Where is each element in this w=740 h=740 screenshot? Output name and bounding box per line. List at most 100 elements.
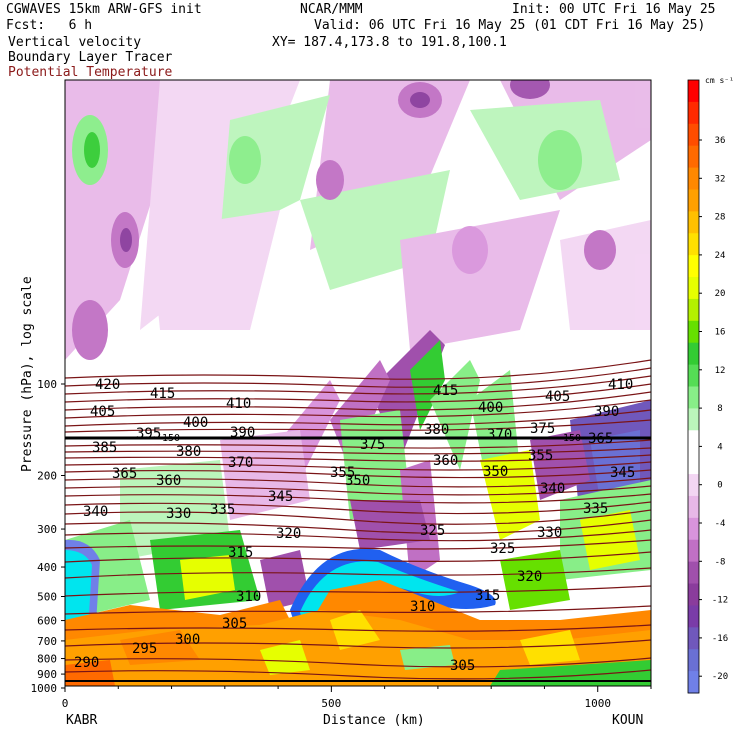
colorbar-swatch (688, 364, 699, 387)
colorbar-swatch (688, 627, 699, 650)
theta-label: 320 (276, 526, 301, 542)
colorbar-swatch (688, 430, 699, 453)
colorbar-swatch (688, 539, 699, 563)
x-tick-label: 1000 (584, 697, 611, 710)
colorbar-label: 28 (715, 213, 726, 223)
y-tick-label: 400 (37, 561, 57, 574)
colorbar-label: -12 (712, 596, 728, 606)
theta-label: 410 (226, 396, 251, 412)
colorbar-label: -4 (715, 519, 726, 529)
x-axis-label: Distance (km) (323, 713, 425, 728)
theta-label: 375 (360, 437, 385, 453)
colorbar-label: -20 (712, 672, 728, 682)
x-tick-label: 500 (321, 697, 341, 710)
theta-label: 360 (433, 453, 458, 469)
valid-time: Valid: 06 UTC Fri 16 May 25 (01 CDT Fri … (314, 18, 706, 33)
colorbar-swatch (688, 189, 699, 212)
colorbar-swatch (688, 474, 699, 497)
colorbar-swatch (688, 167, 699, 190)
colorbar-swatch (688, 583, 699, 606)
field-potential-temperature: Potential Temperature (8, 65, 173, 80)
theta-label: 420 (95, 377, 120, 393)
x-axis: 0 500 1000 (62, 686, 652, 710)
colorbar-swatch (688, 495, 699, 519)
init-time: Init: 00 UTC Fri 16 May 25 (512, 2, 716, 17)
theta-label: 310 (410, 599, 435, 615)
theta-label: 340 (540, 481, 565, 497)
theta-label: 410 (608, 377, 633, 393)
cross-section-endpoints: XY= 187.4,173.8 to 191.8,100.1 (272, 35, 507, 50)
plot-frame (64, 79, 652, 687)
theta-label: 385 (92, 440, 117, 456)
theta-label: 305 (450, 658, 475, 674)
y-tick-label: 100 (37, 378, 57, 391)
colorbar-units: cm s⁻¹ (705, 76, 734, 85)
theta-label: 400 (183, 415, 208, 431)
y-axis-label: Pressure (hPa), log scale (20, 276, 35, 472)
colorbar-swatch (688, 145, 699, 169)
theta-label: 395 (136, 426, 161, 442)
theta-label: 335 (583, 501, 608, 517)
colorbar-swatch (688, 233, 699, 256)
theta-label-layer: 420 415 410 405 400 395 390 385 380 375 … (74, 377, 635, 674)
colorbar-swatch (688, 561, 699, 585)
colorbar-label: 24 (715, 251, 726, 261)
colorbar-label: 0 (717, 481, 722, 491)
y-tick-label: 800 (37, 653, 57, 666)
theta-label: 355 (330, 465, 355, 481)
theta-label: 325 (420, 523, 445, 539)
theta-label: 390 (594, 404, 619, 420)
colorbar-label: 4 (717, 442, 722, 452)
theta-label: 350 (345, 473, 370, 489)
colorbar-swatch (688, 386, 699, 409)
theta-label: 380 (424, 422, 449, 438)
theta-label: 390 (230, 425, 255, 441)
colorbar-swatch (688, 123, 699, 147)
colorbar-frame (687, 79, 700, 694)
colorbar-swatch (688, 605, 699, 628)
colorbar-swatch (688, 517, 699, 541)
theta-label: 360 (156, 473, 181, 489)
y-tick-label: 200 (37, 470, 57, 483)
org-label: NCAR/MMM (300, 2, 363, 17)
y-tick-label: 500 (37, 590, 57, 603)
theta-label: 380 (176, 444, 201, 460)
colorbar-label: -8 (715, 557, 726, 567)
colorbar-swatch (688, 277, 699, 300)
theta-label: 415 (433, 383, 458, 399)
colorbar-swatch (688, 211, 699, 234)
x-endpoint-left: KABR (66, 713, 97, 728)
colorbar-swatch (688, 408, 699, 431)
model-title: CGWAVES 15km ARW-GFS init (6, 2, 202, 17)
theta-label: 315 (228, 545, 253, 561)
theta-label: 365 (112, 466, 137, 482)
theta-label: 300 (175, 632, 200, 648)
colorbar-label: 20 (715, 289, 726, 299)
y-tick-label: 900 (37, 668, 57, 681)
field-vertical-velocity: Vertical velocity (8, 35, 142, 50)
theta-label: 405 (90, 404, 115, 420)
theta-label: 350 (483, 464, 508, 480)
colorbar-swatch (688, 255, 699, 278)
colorbar-swatch (688, 671, 699, 694)
colorbar-swatch (688, 298, 699, 322)
theta-label: 370 (228, 455, 253, 471)
theta-label: 345 (610, 465, 635, 481)
theta-label: 345 (268, 489, 293, 505)
x-tick-label: 0 (62, 697, 69, 710)
theta-label: 295 (132, 641, 157, 657)
x-endpoint-right: KOUN (612, 713, 643, 728)
y-tick-label: 600 (37, 615, 57, 628)
theta-label: 355 (528, 448, 553, 464)
theta-label: 415 (150, 386, 175, 402)
theta-contours (65, 359, 651, 680)
colorbar-label: 36 (715, 136, 726, 146)
theta-label: 290 (74, 655, 99, 671)
y-tick-label: 700 (37, 635, 57, 648)
colorbar-label: 12 (715, 366, 726, 376)
colorbar-label: 32 (715, 174, 726, 184)
theta-label: 405 (545, 389, 570, 405)
theta-label: 325 (490, 541, 515, 557)
colorbar-swatch (688, 452, 699, 475)
